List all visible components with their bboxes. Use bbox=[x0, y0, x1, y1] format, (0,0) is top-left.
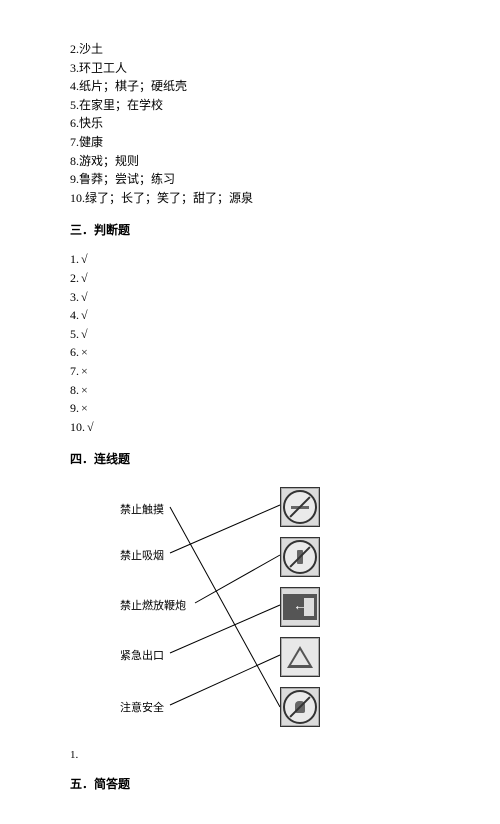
judge-mark: √ bbox=[87, 420, 94, 434]
answer-number: 9. bbox=[70, 172, 79, 186]
matching-question-number: 1. bbox=[70, 749, 430, 761]
judge-line: 4.√ bbox=[70, 306, 430, 325]
judge-line: 8.× bbox=[70, 381, 430, 400]
answer-text: 沙土 bbox=[79, 42, 103, 56]
answer-line: 9.鲁莽；尝试；练习 bbox=[70, 170, 430, 189]
answer-line: 6.快乐 bbox=[70, 114, 430, 133]
judge-mark: √ bbox=[81, 327, 88, 341]
answer-number: 3. bbox=[70, 61, 79, 75]
judge-line: 6.× bbox=[70, 343, 430, 362]
answer-number: 4. bbox=[70, 79, 79, 93]
connection-line bbox=[170, 507, 280, 707]
judge-line: 10.√ bbox=[70, 418, 430, 437]
judge-line: 7.× bbox=[70, 362, 430, 381]
answer-number: 8. bbox=[70, 154, 79, 168]
judge-mark: × bbox=[81, 364, 88, 378]
answer-text: 鲁莽；尝试；练习 bbox=[79, 172, 175, 186]
judge-mark: √ bbox=[81, 290, 88, 304]
sign-icon-no-touch bbox=[280, 687, 320, 727]
judge-mark: √ bbox=[81, 252, 88, 266]
section5-title: 五．简答题 bbox=[70, 775, 430, 792]
judge-mark: √ bbox=[81, 308, 88, 322]
answer-text: 游戏；规则 bbox=[79, 154, 139, 168]
judge-mark: × bbox=[81, 401, 88, 415]
judge-line: 2.√ bbox=[70, 269, 430, 288]
judge-number: 7. bbox=[70, 364, 79, 378]
answer-text: 健康 bbox=[79, 135, 103, 149]
connection-line bbox=[170, 505, 280, 553]
match-label: 禁止燃放鞭炮 bbox=[120, 597, 186, 613]
connection-line bbox=[170, 655, 280, 705]
judge-mark: × bbox=[81, 383, 88, 397]
judge-mark: × bbox=[81, 345, 88, 359]
match-label: 注意安全 bbox=[120, 699, 164, 715]
judge-line: 1.√ bbox=[70, 250, 430, 269]
judge-number: 3. bbox=[70, 290, 79, 304]
match-label: 禁止触摸 bbox=[120, 501, 164, 517]
answer-line: 5.在家里；在学校 bbox=[70, 96, 430, 115]
judge-mark: √ bbox=[81, 271, 88, 285]
answer-number: 6. bbox=[70, 116, 79, 130]
match-label: 禁止吸烟 bbox=[120, 547, 164, 563]
judge-number: 5. bbox=[70, 327, 79, 341]
answer-number: 2. bbox=[70, 42, 79, 56]
section4-title: 四．连线题 bbox=[70, 450, 430, 467]
answer-text: 快乐 bbox=[79, 116, 103, 130]
judge-number: 1. bbox=[70, 252, 79, 266]
match-label: 紧急出口 bbox=[120, 647, 164, 663]
judge-number: 8. bbox=[70, 383, 79, 397]
answer-line: 10.绿了；长了；笑了；甜了；源泉 bbox=[70, 189, 430, 208]
answer-line: 8.游戏；规则 bbox=[70, 152, 430, 171]
judge-line: 3.√ bbox=[70, 288, 430, 307]
answer-text: 在家里；在学校 bbox=[79, 98, 163, 112]
answer-number: 5. bbox=[70, 98, 79, 112]
judge-line: 9.× bbox=[70, 399, 430, 418]
judge-number: 6. bbox=[70, 345, 79, 359]
answer-line: 2.沙土 bbox=[70, 40, 430, 59]
answer-line: 4.纸片；棋子；硬纸壳 bbox=[70, 77, 430, 96]
judge-line: 5.√ bbox=[70, 325, 430, 344]
connection-line bbox=[170, 605, 280, 653]
judge-number: 4. bbox=[70, 308, 79, 322]
answer-text: 绿了；长了；笑了；甜了；源泉 bbox=[85, 191, 253, 205]
answer-number: 7. bbox=[70, 135, 79, 149]
section3-answer-list: 1.√2.√3.√4.√5.√6.×7.×8.×9.×10.√ bbox=[70, 250, 430, 436]
answer-number: 10. bbox=[70, 191, 85, 205]
sign-icon-no-firecracker bbox=[280, 537, 320, 577]
judge-number: 2. bbox=[70, 271, 79, 285]
answer-line: 3.环卫工人 bbox=[70, 59, 430, 78]
sign-icon-exit: ← bbox=[280, 587, 320, 627]
judge-number: 10. bbox=[70, 420, 85, 434]
section2-answer-list: 2.沙土3.环卫工人4.纸片；棋子；硬纸壳5.在家里；在学校6.快乐7.健康8.… bbox=[70, 40, 430, 207]
answer-line: 7.健康 bbox=[70, 133, 430, 152]
judge-number: 9. bbox=[70, 401, 79, 415]
matching-area: 禁止触摸禁止吸烟禁止燃放鞭炮紧急出口注意安全 ← bbox=[70, 479, 420, 749]
connection-line bbox=[195, 555, 280, 603]
sign-icon-caution bbox=[280, 637, 320, 677]
answer-text: 纸片；棋子；硬纸壳 bbox=[79, 79, 187, 93]
sign-icon-no-smoking bbox=[280, 487, 320, 527]
answer-text: 环卫工人 bbox=[79, 61, 127, 75]
section3-title: 三．判断题 bbox=[70, 221, 430, 238]
